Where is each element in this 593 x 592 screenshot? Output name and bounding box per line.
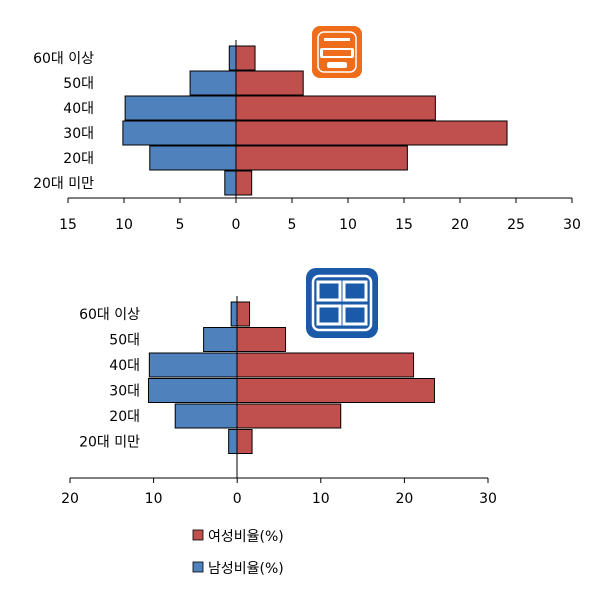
legend-label-female: 여성비율(%) — [208, 529, 284, 545]
category-label: 20대 미만 — [79, 435, 140, 451]
bar-male — [224, 170, 237, 196]
x-tick-label: 30 — [479, 491, 497, 507]
bar-female — [236, 429, 253, 454]
x-tick-label: 0 — [233, 491, 242, 507]
bar-female — [235, 45, 256, 71]
legend-swatch-female — [192, 529, 204, 541]
bar-female — [235, 170, 253, 196]
x-tick-label: 10 — [339, 217, 357, 233]
category-label: 20대 미만 — [33, 176, 94, 192]
x-tick-label: 25 — [507, 217, 525, 233]
x-tick-label: 10 — [145, 491, 163, 507]
category-label: 50대 — [109, 333, 140, 349]
category-label: 20대 — [109, 409, 140, 425]
x-tick-label: 20 — [451, 217, 469, 233]
x-tick-label: 15 — [395, 217, 413, 233]
bar-female — [236, 301, 251, 327]
bar-male — [122, 120, 237, 146]
bar-male — [228, 45, 237, 71]
x-tick-label: 30 — [563, 217, 581, 233]
bar-male — [147, 378, 238, 403]
bar-female — [236, 378, 435, 403]
legend: 여성비율(%) 남성비율(%) — [192, 529, 284, 577]
x-tick-label: 20 — [395, 491, 413, 507]
bar-female — [236, 403, 342, 429]
x-tick-label: 5 — [288, 217, 297, 233]
bar-female — [236, 352, 415, 378]
category-label: 60대 이상 — [79, 307, 140, 323]
bar-female — [236, 327, 287, 352]
bar-female — [235, 95, 436, 121]
legend-swatch-male — [192, 561, 204, 573]
bar-male — [148, 352, 238, 378]
bar-male — [203, 327, 238, 352]
bar-male — [189, 70, 237, 96]
bar-female — [235, 145, 408, 171]
bar-female — [235, 70, 304, 96]
legend-label-male: 남성비율(%) — [208, 561, 284, 577]
bar-female — [235, 120, 508, 146]
x-tick-label: 10 — [312, 491, 330, 507]
logo-baedaltong — [304, 266, 382, 340]
category-label: 40대 — [109, 358, 140, 374]
category-label: 20대 — [63, 151, 94, 167]
bar-male — [149, 145, 237, 171]
x-tick-label: 10 — [115, 217, 133, 233]
bar-male — [124, 95, 237, 121]
category-label: 30대 — [109, 384, 140, 400]
x-tick-label: 0 — [232, 217, 241, 233]
logo-baemin — [312, 26, 362, 78]
x-tick-label: 15 — [59, 217, 77, 233]
bar-male — [230, 301, 238, 327]
bar-male — [174, 403, 238, 429]
category-label: 50대 — [63, 76, 94, 92]
x-tick-label: 20 — [61, 491, 79, 507]
bar-male — [228, 429, 238, 454]
chart-top: 60대 이상 50대 40대 30대 20대 20대 미만 15 10 5 0 5 10 15 20 25 3… — [33, 40, 581, 233]
chart-bottom: 60대 이상 50대 40대 30대 20대 20대 미만 20 10 0 10 20 30 — [61, 296, 497, 507]
category-label: 60대 이상 — [33, 51, 94, 67]
category-label: 30대 — [63, 126, 94, 142]
x-tick-label: 5 — [176, 217, 185, 233]
category-label: 40대 — [63, 101, 94, 117]
